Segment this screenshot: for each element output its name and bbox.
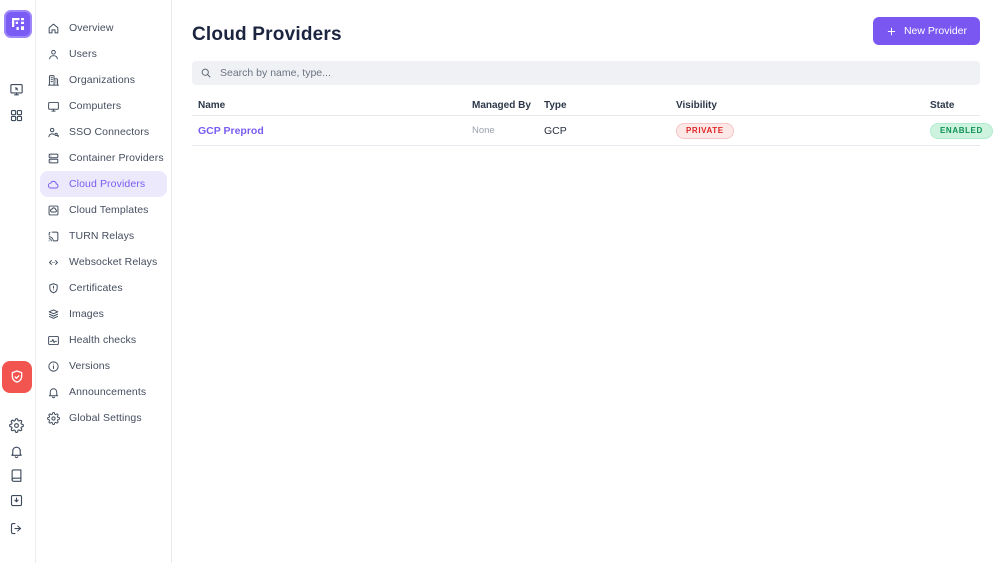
- plus-icon: [886, 26, 897, 37]
- main-content: Cloud Providers New Provider Name Manage…: [172, 0, 1000, 563]
- sidebar-item-label: Certificates: [69, 282, 123, 294]
- sidebar-item-label: Computers: [69, 100, 122, 112]
- sidebar-item-label: Global Settings: [69, 412, 142, 424]
- sidebar-item-label: Images: [69, 308, 105, 320]
- sidebar-item[interactable]: Images: [40, 301, 167, 327]
- user-key-icon: [47, 126, 60, 139]
- search-input[interactable]: [220, 67, 972, 79]
- info-circle-icon: [47, 360, 60, 373]
- column-header-type: Type: [544, 99, 567, 111]
- sidebar-item[interactable]: Computers: [40, 93, 167, 119]
- sidebar-item-label: Health checks: [69, 334, 137, 346]
- sidebar-item[interactable]: Versions: [40, 353, 167, 379]
- table-header-row: Name Managed By Type Visibility State: [192, 95, 980, 116]
- sidebar-item-label: Overview: [69, 22, 114, 34]
- sidebar-item[interactable]: Overview: [40, 15, 167, 41]
- settings-icon: [47, 411, 60, 425]
- left-rail: [0, 0, 36, 563]
- sidebar-item[interactable]: Websocket Relays: [40, 249, 167, 275]
- shield-check-icon: [9, 369, 25, 385]
- layers-icon: [47, 308, 60, 321]
- sidebar-item[interactable]: Cloud Templates: [40, 197, 167, 223]
- sidebar-nav: Overview Users Organizations Computers S…: [36, 0, 172, 563]
- column-header-name: Name: [198, 99, 226, 111]
- server-stack-icon: [47, 152, 60, 165]
- cloud-template-icon: [47, 204, 60, 217]
- building-icon: [47, 74, 60, 87]
- sidebar-item-label: SSO Connectors: [69, 126, 150, 138]
- sidebar-item[interactable]: Health checks: [40, 327, 167, 353]
- alerts-shield-button[interactable]: [2, 361, 32, 393]
- cast-signal-icon: [47, 230, 60, 243]
- notifications-bell-icon: [47, 386, 60, 399]
- sidebar-item[interactable]: Global Settings: [40, 405, 167, 431]
- managed-by-value: None: [472, 125, 495, 136]
- type-value: GCP: [544, 124, 567, 137]
- sidebar-item-label: Cloud Providers: [69, 178, 146, 190]
- table-body: GCP Preprod None GCP PRIVATE ENABLED: [192, 116, 993, 146]
- docs-book-icon[interactable]: [9, 468, 24, 483]
- rail-settings-icon[interactable]: [9, 418, 24, 433]
- sidebar-item[interactable]: Announcements: [40, 379, 167, 405]
- sidebar-item-label: Organizations: [69, 74, 136, 86]
- pixel-logo-icon: [9, 15, 27, 33]
- provider-name-link[interactable]: GCP Preprod: [198, 124, 264, 137]
- sidebar-item-label: Versions: [69, 360, 111, 372]
- column-header-state: State: [930, 99, 955, 111]
- sidebar-item-label: Websocket Relays: [69, 256, 158, 268]
- page-title: Cloud Providers: [192, 24, 342, 45]
- app-logo[interactable]: [4, 10, 32, 38]
- sidebar-item[interactable]: Cloud Providers: [40, 171, 167, 197]
- rail-bell-icon[interactable]: [9, 444, 24, 459]
- logout-icon[interactable]: [9, 521, 24, 536]
- sidebar-item[interactable]: Certificates: [40, 275, 167, 301]
- sidebar-item-label: TURN Relays: [69, 230, 135, 242]
- import-box-icon[interactable]: [9, 493, 24, 508]
- state-badge: ENABLED: [930, 122, 993, 139]
- remote-desktop-icon[interactable]: [9, 82, 24, 97]
- user-icon: [47, 48, 60, 61]
- code-brackets-icon: [47, 256, 60, 269]
- sidebar-item[interactable]: TURN Relays: [40, 223, 167, 249]
- cloud-icon: [47, 178, 60, 191]
- health-pulse-icon: [47, 334, 60, 347]
- sidebar-item-label: Container Providers: [69, 152, 164, 164]
- sidebar-item[interactable]: Container Providers: [40, 145, 167, 171]
- apps-grid-icon[interactable]: [9, 108, 24, 123]
- search-icon: [200, 67, 212, 79]
- sidebar-item[interactable]: SSO Connectors: [40, 119, 167, 145]
- monitor-icon: [47, 100, 60, 113]
- table-row[interactable]: GCP Preprod None GCP PRIVATE ENABLED: [192, 116, 993, 146]
- home-icon: [47, 22, 60, 35]
- column-header-managed-by: Managed By: [472, 99, 531, 111]
- column-header-visibility: Visibility: [676, 99, 717, 111]
- sidebar-item[interactable]: Organizations: [40, 67, 167, 93]
- visibility-badge: PRIVATE: [676, 122, 734, 139]
- search-bar[interactable]: [192, 61, 980, 85]
- sidebar-item-label: Cloud Templates: [69, 204, 149, 216]
- new-provider-label: New Provider: [903, 25, 967, 37]
- sidebar-item-label: Users: [69, 48, 97, 60]
- new-provider-button[interactable]: New Provider: [872, 17, 980, 45]
- sidebar-item[interactable]: Users: [40, 41, 167, 67]
- sidebar-item-label: Announcements: [69, 386, 147, 398]
- shield-cert-icon: [47, 282, 60, 295]
